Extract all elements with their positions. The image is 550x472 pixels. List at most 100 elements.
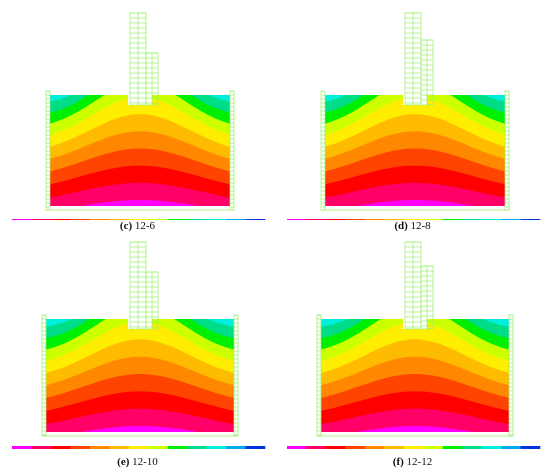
contour-plot bbox=[12, 12, 266, 220]
legend-swatch bbox=[501, 446, 521, 449]
panel-label: 12-6 bbox=[134, 220, 156, 232]
legend-swatch bbox=[403, 446, 424, 449]
contour-band bbox=[81, 426, 199, 432]
color-legend bbox=[287, 446, 541, 449]
foundation-notch bbox=[403, 95, 427, 105]
legend-swatch bbox=[187, 446, 207, 449]
legend-swatch bbox=[206, 446, 227, 449]
legend-swatch bbox=[89, 446, 110, 449]
contour-field bbox=[50, 95, 230, 206]
legend-swatch bbox=[325, 219, 346, 220]
contour-band bbox=[356, 426, 474, 432]
contour-plot bbox=[287, 241, 541, 449]
legend-swatch bbox=[12, 446, 32, 449]
legend-swatch bbox=[245, 446, 266, 449]
legend-swatch bbox=[462, 446, 482, 449]
panel-label: 12-8 bbox=[410, 220, 431, 232]
panel-caption: (e) 12-10 bbox=[0, 456, 275, 468]
legend-swatch bbox=[442, 446, 463, 449]
mesh-walls bbox=[316, 314, 514, 437]
mesh-walls bbox=[45, 90, 235, 211]
contour-panel-f: (f) 12-12 bbox=[275, 236, 550, 472]
legend-swatch bbox=[287, 219, 307, 220]
mesh-towers bbox=[129, 241, 159, 330]
panel-label: 12-10 bbox=[132, 456, 158, 468]
contour-panel-c: (c) 12-6 bbox=[0, 0, 275, 236]
foundation-notch bbox=[128, 95, 152, 105]
color-legend bbox=[12, 446, 266, 449]
legend-swatch bbox=[50, 446, 71, 449]
panel-letter: (d) bbox=[394, 220, 408, 232]
color-legend bbox=[12, 219, 266, 220]
legend-swatch bbox=[325, 446, 346, 449]
legend-swatch bbox=[109, 446, 130, 449]
panel-caption: (d) 12-8 bbox=[275, 220, 550, 232]
foundation-notch bbox=[128, 319, 152, 329]
legend-swatch bbox=[31, 446, 52, 449]
panel-caption: (c) 12-6 bbox=[0, 220, 275, 232]
legend-swatch bbox=[442, 219, 463, 220]
legend-swatch bbox=[50, 219, 71, 220]
panel-label: 12-12 bbox=[406, 456, 433, 468]
legend-swatch bbox=[481, 446, 502, 449]
color-legend bbox=[287, 219, 541, 220]
legend-swatch bbox=[226, 219, 246, 220]
legend-swatch bbox=[306, 219, 327, 220]
contour-plot bbox=[12, 241, 266, 449]
legend-swatch bbox=[501, 219, 521, 220]
contour-band bbox=[325, 182, 505, 206]
legend-swatch bbox=[364, 446, 385, 449]
legend-swatch bbox=[31, 219, 52, 220]
legend-swatch bbox=[226, 446, 246, 449]
legend-swatch bbox=[128, 219, 149, 220]
legend-swatch bbox=[148, 219, 168, 220]
legend-swatch bbox=[128, 446, 149, 449]
legend-swatch bbox=[245, 219, 266, 220]
contour-field bbox=[46, 319, 234, 432]
contour-plot bbox=[287, 12, 541, 220]
legend-swatch bbox=[384, 219, 405, 220]
mesh-walls bbox=[320, 90, 510, 211]
panel-letter: (c) bbox=[119, 220, 133, 232]
legend-swatch bbox=[345, 446, 366, 449]
legend-swatch bbox=[306, 446, 327, 449]
legend-swatch bbox=[520, 446, 541, 449]
legend-swatch bbox=[520, 219, 541, 220]
panel-letter: (f) bbox=[392, 456, 404, 468]
contour-field bbox=[321, 319, 509, 432]
legend-swatch bbox=[423, 219, 443, 220]
legend-swatch bbox=[89, 219, 110, 220]
legend-swatch bbox=[12, 219, 32, 220]
legend-swatch bbox=[287, 446, 307, 449]
legend-swatch bbox=[364, 219, 385, 220]
foundation-notch bbox=[403, 319, 427, 329]
legend-swatch bbox=[384, 446, 405, 449]
panel-letter: (e) bbox=[117, 456, 130, 468]
contour-band bbox=[50, 182, 230, 206]
legend-swatch bbox=[403, 219, 424, 220]
legend-swatch bbox=[167, 446, 188, 449]
legend-swatch bbox=[345, 219, 366, 220]
contour-band bbox=[81, 200, 199, 206]
legend-swatch bbox=[148, 446, 168, 449]
contour-panel-d: (d) 12-8 bbox=[275, 0, 550, 236]
legend-swatch bbox=[423, 446, 443, 449]
legend-swatch bbox=[187, 219, 207, 220]
legend-swatch bbox=[70, 446, 91, 449]
legend-swatch bbox=[206, 219, 227, 220]
legend-swatch bbox=[167, 219, 188, 220]
legend-swatch bbox=[70, 219, 91, 220]
legend-swatch bbox=[109, 219, 130, 220]
legend-swatch bbox=[481, 219, 502, 220]
contour-field bbox=[325, 95, 505, 206]
contour-band bbox=[46, 408, 234, 432]
mesh-towers bbox=[129, 12, 159, 106]
mesh-towers bbox=[404, 241, 434, 330]
contour-band bbox=[356, 200, 474, 206]
panel-caption: (f) 12-12 bbox=[275, 456, 550, 468]
contour-panel-e: (e) 12-10 bbox=[0, 236, 275, 472]
mesh-walls bbox=[41, 314, 239, 437]
legend-swatch bbox=[462, 219, 482, 220]
contour-band bbox=[321, 408, 509, 432]
mesh-towers bbox=[404, 12, 434, 106]
